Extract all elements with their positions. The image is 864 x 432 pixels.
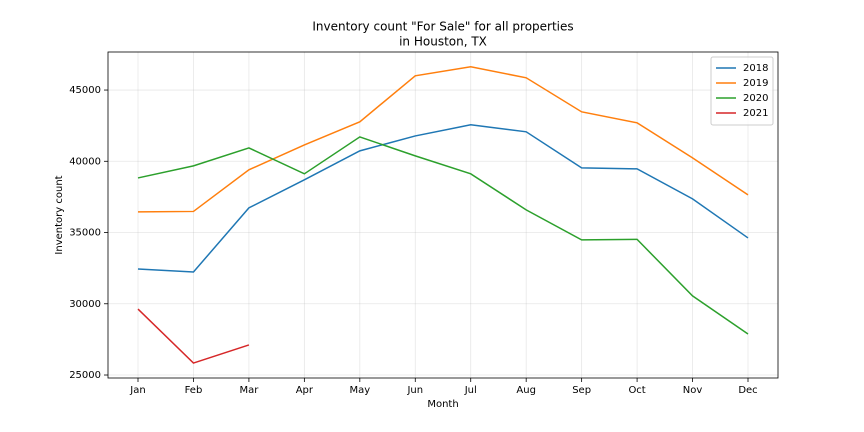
y-tick-label: 40000: [69, 156, 101, 167]
y-tick-label: 45000: [69, 85, 101, 96]
plot-frame: [107, 51, 779, 379]
x-tick-label: Aug: [516, 385, 536, 396]
x-tick-label: Jan: [129, 385, 145, 396]
x-tick-label: Jun: [406, 385, 423, 396]
series-line: [137, 136, 749, 335]
legend-label: 2018: [743, 63, 768, 74]
x-tick-label: Sep: [572, 385, 591, 396]
y-tick-label: 30000: [69, 299, 101, 310]
legend-box: [710, 56, 774, 126]
chart-title: Inventory count "For Sale" for all prope…: [312, 20, 573, 34]
x-axis-label: Month: [427, 399, 458, 410]
series-line: [137, 124, 749, 273]
series-line: [137, 308, 250, 364]
legend: 2018 2019 2020 2021: [710, 56, 774, 126]
x-tick-label: Oct: [628, 385, 645, 396]
x-tick-label: Apr: [296, 385, 314, 396]
x-tick-label: Jul: [464, 385, 477, 396]
y-tick-label: 25000: [69, 370, 101, 381]
legend-label: 2020: [743, 93, 768, 104]
y-tick-label: 35000: [69, 228, 101, 239]
x-tick-label: Feb: [185, 385, 203, 396]
series-line: [137, 66, 749, 213]
x-tick-label: May: [349, 385, 370, 396]
x-tick-label: Mar: [239, 385, 259, 396]
y-axis-label: Inventory count: [54, 175, 65, 254]
x-tick-label: Nov: [683, 385, 703, 396]
chart-title: in Houston, TX: [399, 35, 487, 49]
legend-label: 2021: [743, 108, 768, 119]
x-tick-label: Dec: [738, 385, 757, 396]
legend-label: 2019: [743, 78, 768, 89]
